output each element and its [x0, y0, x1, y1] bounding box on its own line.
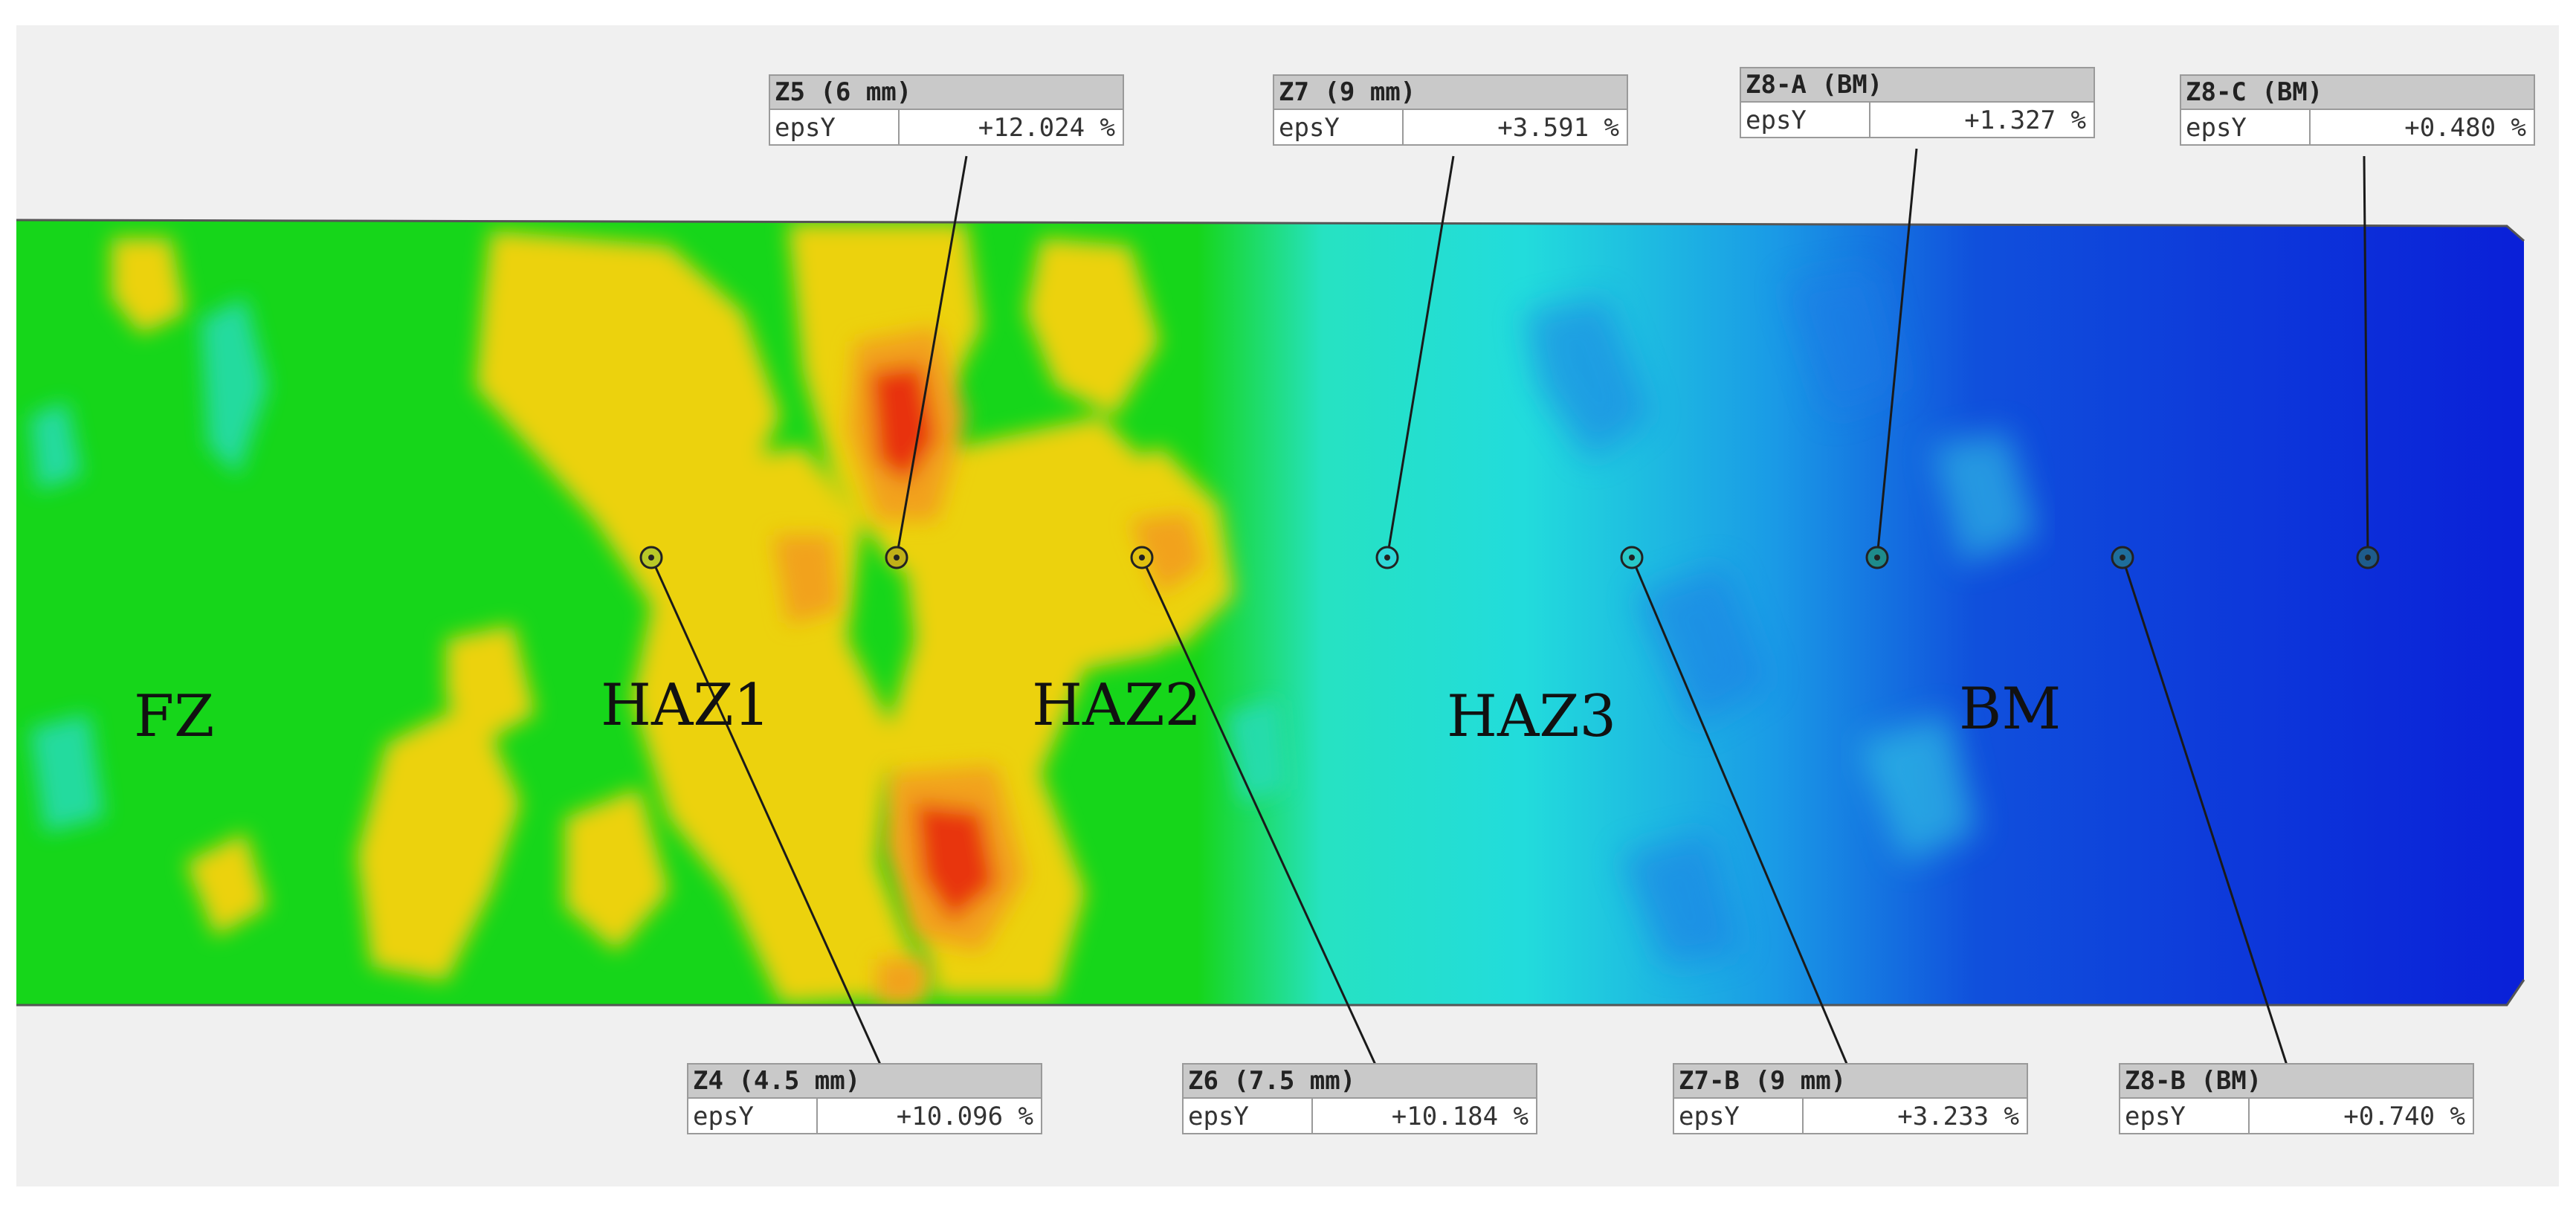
zone-label-haz1: HAZ1: [601, 672, 771, 739]
probe-key: epsY: [1274, 110, 1404, 146]
probe-marker-z5: [885, 546, 908, 569]
probe-title: Z6 (7.5 mm): [1184, 1065, 1536, 1099]
probe-box-z8a: Z8-A (BM) epsY +1.327 %: [1740, 67, 2095, 138]
probe-box-z7: Z7 (9 mm) epsY +3.591 %: [1273, 74, 1628, 146]
probe-marker-z7: [1375, 546, 1399, 569]
probe-box-z8c: Z8-C (BM) epsY +0.480 %: [2180, 74, 2535, 146]
probe-key: epsY: [1741, 103, 1870, 138]
probe-box-z7b: Z7-B (9 mm) epsY +3.233 %: [1673, 1063, 2028, 1134]
probe-title: Z7-B (9 mm): [1674, 1065, 2027, 1099]
probe-title: Z7 (9 mm): [1274, 76, 1627, 110]
probe-box-z5: Z5 (6 mm) epsY +12.024 %: [769, 74, 1124, 146]
probe-leader-lines: [650, 148, 2369, 1075]
probe-box-z6: Z6 (7.5 mm) epsY +10.184 %: [1182, 1063, 1537, 1134]
peak-strain-red-regions: [773, 327, 1204, 1004]
probe-title: Z5 (6 mm): [770, 76, 1123, 110]
probe-key: epsY: [1184, 1099, 1313, 1134]
probe-marker-z6: [1130, 546, 1154, 569]
probe-key: epsY: [770, 110, 900, 146]
base-metal-streaks: [1524, 268, 1903, 966]
probe-value: +0.480 %: [2404, 113, 2526, 143]
zone-label-bm: BM: [1959, 676, 2062, 743]
probe-value: +10.096 %: [896, 1102, 1033, 1131]
probe-marker-z8b: [2111, 546, 2134, 569]
zone-label-fz: FZ: [134, 683, 215, 750]
probe-title: Z8-A (BM): [1741, 68, 2094, 103]
probe-marker-z8c: [2356, 546, 2380, 569]
probe-value: +10.184 %: [1391, 1102, 1529, 1131]
probe-box-z4: Z4 (4.5 mm) epsY +10.096 %: [687, 1063, 1042, 1134]
probe-key: epsY: [688, 1099, 818, 1134]
probe-title: Z8-B (BM): [2120, 1065, 2473, 1099]
probe-value: +3.591 %: [1497, 113, 1619, 143]
probe-markers: [639, 546, 2380, 569]
probe-box-z8b: Z8-B (BM) epsY +0.740 %: [2119, 1063, 2474, 1134]
probe-marker-z7b: [1620, 546, 1644, 569]
probe-title: Z4 (4.5 mm): [688, 1065, 1041, 1099]
probe-key: epsY: [2120, 1099, 2250, 1134]
probe-key: epsY: [2181, 110, 2311, 146]
probe-value: +1.327 %: [1964, 106, 2086, 135]
zone-label-haz2: HAZ2: [1032, 672, 1202, 739]
low-strain-cyan-patches: [30, 297, 1286, 833]
probe-marker-z4: [639, 546, 663, 569]
probe-title: Z8-C (BM): [2181, 76, 2534, 110]
probe-marker-z8a: [1865, 546, 1889, 569]
probe-key: epsY: [1674, 1099, 1804, 1134]
probe-value: +3.233 %: [1897, 1102, 2019, 1131]
zone-label-haz3: HAZ3: [1447, 683, 1617, 750]
probe-value: +12.024 %: [978, 113, 1115, 143]
probe-value: +0.740 %: [2343, 1102, 2465, 1131]
